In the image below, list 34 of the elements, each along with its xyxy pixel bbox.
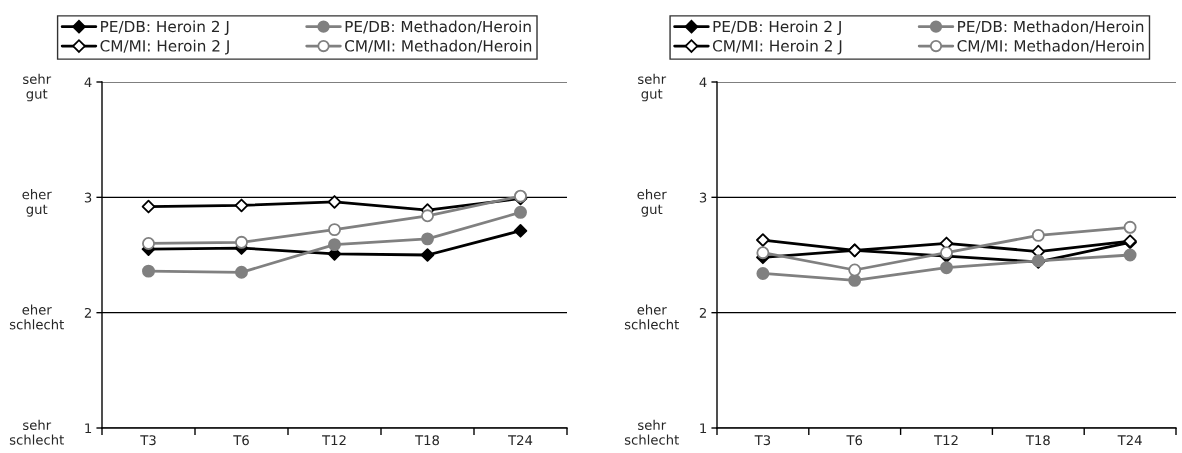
y-tick-label: 2 (699, 307, 706, 318)
y-tick-label: 2 (84, 307, 91, 318)
y-tick-label: 3 (699, 192, 707, 203)
x-tick-label: T6 (233, 435, 249, 446)
y-tick-label: 4 (699, 77, 707, 88)
x-tick-label: T3 (140, 435, 156, 446)
x-tick-label: T6 (846, 435, 863, 446)
x-tick-label: T12 (934, 435, 958, 445)
legend-label: CM/MI: Methadon/Heroin (957, 39, 1144, 53)
text: eher schlecht (624, 304, 679, 330)
y-tick-label: 3 (84, 192, 92, 203)
legend-label: PE/DB: Heroin 2 J (713, 20, 841, 36)
legend-label: PE/DB: Heroin 2 J (101, 20, 229, 36)
y-tick-label: 1 (85, 423, 92, 434)
x-tick-label: T12 (322, 435, 346, 445)
x-tick-label: T18 (415, 435, 440, 446)
text: sehr gut (23, 73, 52, 102)
x-tick-label: T18 (1025, 435, 1050, 446)
x-tick-label: T24 (1117, 435, 1142, 445)
text: eher schlecht (9, 304, 64, 330)
y-tick-label: 4 (84, 77, 92, 88)
text: sehr schlecht (624, 419, 679, 445)
legend-label: PE/DB: Methadon/Heroin (958, 20, 1144, 34)
legend-label: CM/MI: Heroin 2 J (100, 39, 229, 55)
text: eher gut (637, 189, 667, 217)
text: eher gut (22, 189, 52, 217)
text: sehr schlecht (9, 419, 64, 445)
legend-label: CM/MI: Methadon/Heroin (345, 39, 532, 53)
text: sehr gut (638, 73, 667, 102)
y-tick-label: 1 (700, 423, 707, 434)
x-tick-label: T3 (754, 435, 771, 446)
legend-label: PE/DB: Methadon/Heroin (345, 20, 531, 34)
legend-label: CM/MI: Heroin 2 J (712, 39, 842, 55)
x-tick-label: T24 (508, 435, 533, 445)
